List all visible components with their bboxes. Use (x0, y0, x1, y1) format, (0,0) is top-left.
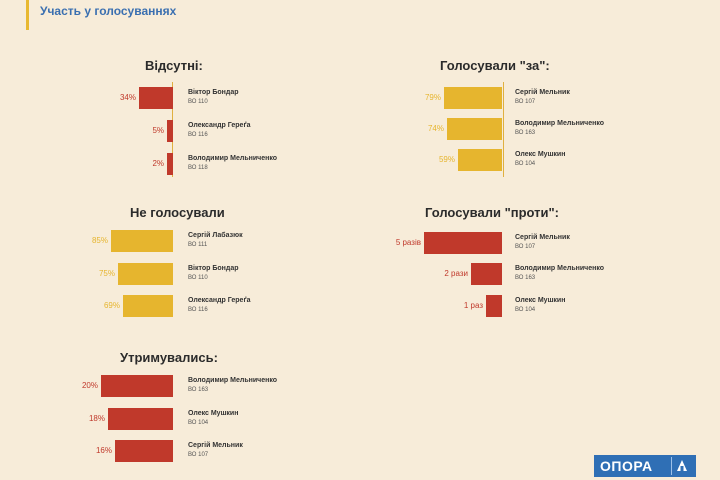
district-label: ВО 118 (188, 165, 208, 171)
chart-title: Голосували "за": (440, 58, 550, 73)
deputy-name: Сергій Мельник (188, 442, 243, 449)
district-label: ВО 111 (188, 242, 208, 248)
bar (115, 440, 173, 462)
bar-value-label: 5% (152, 126, 164, 135)
deputy-name: Олекс Мушкин (515, 151, 566, 158)
district-label: ВО 116 (188, 132, 208, 138)
deputy-name: Олександр Гереґа (188, 297, 251, 304)
district-label: ВО 163 (515, 275, 536, 281)
district-label: ВО 104 (515, 161, 536, 167)
deputy-name: Володимир Мельниченко (188, 377, 278, 384)
bar-value-label: 79% (424, 93, 441, 102)
bar-value-label: 18% (88, 414, 105, 423)
bar (458, 149, 502, 171)
district-label: ВО 163 (515, 130, 536, 136)
bar (167, 153, 173, 175)
bar (471, 263, 502, 285)
bar (167, 120, 173, 142)
bar (139, 87, 173, 109)
district-label: ВО 116 (188, 307, 208, 313)
bar-row: 75% Віктор Бондар ВО 110 (0, 263, 720, 287)
district-label: ВО 110 (188, 99, 208, 105)
bar (118, 263, 173, 285)
bar (111, 230, 173, 252)
chart-title: Голосували "проти": (425, 205, 559, 220)
logo-text: ОПОРА (600, 458, 653, 474)
deputy-name: Сергій Мельник (515, 89, 570, 96)
deputy-name: Володимир Мельниченко (515, 265, 605, 272)
chart-title: Не голосували (130, 205, 225, 220)
bar-value-label: 85% (91, 236, 108, 245)
deputy-name: Олекс Мушкин (188, 410, 239, 417)
bar-value-label: 5 разів (395, 238, 421, 247)
bar-row: 59% Олекс Мушкин ВО 104 (0, 149, 720, 173)
deputy-name: Віктор Бондар (188, 265, 239, 272)
bar-value-label: 16% (95, 446, 112, 455)
bar-row: 5 разів Сергій Мельник ВО 107 (0, 232, 720, 256)
opora-logo: ОПОРА (594, 455, 696, 477)
bar-value-label: 74% (427, 124, 444, 133)
deputy-name: Віктор Бондар (188, 89, 239, 96)
district-label: ВО 107 (515, 244, 536, 250)
header-accent-line (26, 0, 29, 30)
deputy-name: Володимир Мельниченко (188, 155, 278, 162)
page-title: Участь у голосуваннях (40, 4, 177, 18)
bar-row: 79% Сергій Мельник ВО 107 (0, 87, 720, 111)
bar-row: 2 рази Володимир Мельниченко ВО 163 (0, 263, 720, 287)
bar (424, 232, 502, 254)
bar (101, 375, 173, 397)
bar-row: 74% Володимир Мельниченко ВО 163 (0, 118, 720, 142)
bar-row: 5% Олександр Гереґа ВО 116 (0, 120, 720, 144)
bar-value-label: 1 раз (463, 301, 483, 310)
divider-right (503, 82, 504, 177)
deputy-name: Олександр Гереґа (188, 122, 251, 129)
chart-title: Утримувались: (120, 350, 218, 365)
bar (444, 87, 502, 109)
bar-row: 2% Володимир Мельниченко ВО 118 (0, 153, 720, 177)
bar-value-label: 69% (103, 301, 120, 310)
bar (123, 295, 173, 317)
bar-row: 16% Сергій Мельник ВО 107 (0, 440, 720, 464)
district-label: ВО 104 (515, 307, 536, 313)
district-label: ВО 107 (188, 452, 209, 458)
bar-value-label: 34% (119, 93, 136, 102)
deputy-name: Сергій Лабазюк (188, 232, 243, 239)
deputy-name: Олекс Мушкин (515, 297, 566, 304)
bar-value-label: 20% (81, 381, 98, 390)
deputy-name: Володимир Мельниченко (515, 120, 605, 127)
district-label: ВО 104 (188, 420, 209, 426)
chart-title: Відсутні: (145, 58, 203, 73)
bar-row: 20% Володимир Мельниченко ВО 163 (0, 375, 720, 399)
bar-value-label: 2 рази (444, 269, 468, 278)
bar (486, 295, 502, 317)
bar-value-label: 2% (152, 159, 164, 168)
logo-emblem-icon (671, 457, 692, 475)
deputy-name: Сергій Мельник (515, 234, 570, 241)
bar-row: 1 раз Олекс Мушкин ВО 104 (0, 295, 720, 319)
bar (108, 408, 173, 430)
district-label: ВО 110 (188, 275, 208, 281)
bar-row: 85% Сергій Лабазюк ВО 111 (0, 230, 720, 254)
bar-row: 69% Олександр Гереґа ВО 116 (0, 295, 720, 319)
district-label: ВО 163 (188, 387, 209, 393)
bar-row: 18% Олекс Мушкин ВО 104 (0, 408, 720, 432)
district-label: ВО 107 (515, 99, 536, 105)
bar-value-label: 59% (438, 155, 455, 164)
bar-row: 34% Віктор Бондар ВО 110 (0, 87, 720, 111)
header: Участь у голосуваннях (0, 0, 720, 30)
bar (447, 118, 502, 140)
bar-value-label: 75% (98, 269, 115, 278)
